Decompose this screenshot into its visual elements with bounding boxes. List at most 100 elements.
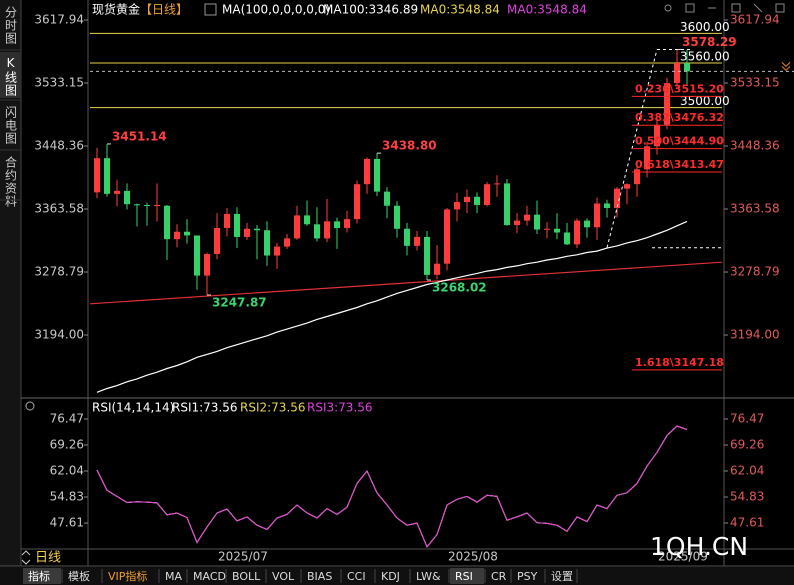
- candle-body: [94, 158, 100, 193]
- y-tick-label: 3278.79: [34, 265, 84, 279]
- fib-level-label: 0.382\3476.32: [635, 111, 724, 124]
- candle-body: [474, 196, 480, 205]
- candle-body: [204, 254, 210, 276]
- sidebar-tab[interactable]: 闪电图: [4, 106, 18, 145]
- candle-body: [394, 205, 400, 229]
- y-tick-label: 3617.94: [730, 12, 780, 26]
- ma-line: [96, 220, 688, 393]
- y-tick-label: 3363.58: [34, 202, 84, 216]
- tab[interactable]: LW&: [416, 570, 441, 583]
- point-label: 3268.02: [432, 281, 487, 295]
- tab[interactable]: BIAS: [307, 570, 332, 583]
- tab-bar: [0, 567, 794, 585]
- y-tick-label: 54.83: [730, 489, 764, 503]
- candle-body: [324, 221, 330, 239]
- tab[interactable]: VIP指标: [108, 569, 147, 583]
- trend-line: [89, 261, 723, 305]
- sidebar-tab[interactable]: K线图: [4, 56, 18, 97]
- candle-body: [114, 190, 120, 194]
- sidebar-tab[interactable]: 合约资料: [4, 155, 18, 208]
- sidebar-tab[interactable]: 分时图: [4, 6, 18, 45]
- candle-body: [524, 214, 530, 221]
- candle-body: [354, 184, 360, 220]
- candle-body: [504, 183, 510, 226]
- candle-body: [174, 231, 180, 240]
- y-tick-label: 76.47: [730, 411, 764, 425]
- candle-body: [554, 228, 560, 233]
- fib-level-label: 1.618\3147.18: [635, 356, 724, 369]
- candle-body: [244, 228, 250, 237]
- tab-active: [450, 568, 484, 584]
- candle-body: [404, 228, 410, 246]
- candle-body: [584, 220, 590, 228]
- candle-body: [494, 183, 500, 185]
- candle-body: [414, 236, 420, 246]
- tab[interactable]: CCI: [347, 570, 366, 583]
- tool-icon: [753, 3, 763, 13]
- candle-body: [424, 236, 430, 275]
- candle-body: [134, 204, 140, 206]
- candle-body: [484, 184, 490, 205]
- point-label: 3451.14: [112, 129, 167, 143]
- candle-body: [654, 124, 660, 147]
- indicator-label: MA(100,0,0,0,0,0): [222, 3, 330, 17]
- y-tick-label: 62.04: [50, 464, 84, 478]
- point-label: 3247.87: [212, 295, 267, 309]
- candle-body: [144, 204, 150, 206]
- tab[interactable]: 设置: [551, 570, 573, 583]
- y-tick-label: 3533.15: [730, 76, 780, 90]
- period-label[interactable]: 日线: [35, 551, 61, 566]
- legend-entry: RSI3:73.56: [307, 401, 373, 415]
- x-tick-label: 2025/08: [448, 550, 498, 564]
- candle-body: [224, 213, 230, 229]
- candle-body: [604, 203, 610, 208]
- rsi-line: [96, 425, 688, 548]
- tab[interactable]: 模板: [68, 569, 90, 583]
- legend-entry: MA0:3548.84: [507, 3, 587, 17]
- tab[interactable]: MACD: [193, 570, 226, 583]
- tab[interactable]: VOL: [272, 570, 295, 583]
- candle-body: [684, 63, 690, 72]
- tab[interactable]: RSI: [455, 570, 473, 583]
- y-tick-label: 47.61: [730, 516, 764, 530]
- tab-active: [23, 568, 61, 584]
- candle-body: [344, 219, 350, 229]
- candle-body: [464, 196, 470, 203]
- price-level-label: 3560.00: [680, 50, 730, 64]
- y-tick-label: 69.26: [730, 437, 764, 451]
- candle-body: [514, 220, 520, 226]
- tab[interactable]: BOLL: [232, 570, 261, 583]
- tab[interactable]: PSY: [517, 570, 538, 583]
- fib-level-label: 0.618\3413.47: [635, 158, 724, 171]
- candle-body: [544, 228, 550, 230]
- candle-body: [674, 63, 680, 84]
- candle-body: [574, 220, 580, 245]
- candle-body: [104, 158, 110, 194]
- tab[interactable]: CR: [491, 570, 507, 583]
- y-tick-label: 3194.00: [730, 328, 780, 342]
- candle-body: [334, 221, 340, 229]
- tab[interactable]: MA: [165, 570, 182, 583]
- candle-body: [284, 238, 290, 247]
- tab[interactable]: KDJ: [381, 570, 400, 583]
- fib-level-label: 0.236\3515.20: [635, 82, 724, 95]
- candle-body: [564, 232, 570, 245]
- legend-entry: MA0:3548.84: [420, 3, 500, 17]
- candle-body: [164, 205, 170, 240]
- tab[interactable]: 指标: [28, 569, 50, 583]
- indicator-title: RSI(14,14,14): [92, 401, 174, 415]
- y-tick-label: 3363.58: [730, 202, 780, 216]
- candle-body: [264, 230, 270, 256]
- candle-body: [274, 246, 280, 256]
- candle-body: [634, 169, 640, 185]
- candle-body: [614, 188, 620, 208]
- legend-entry: MA100:3346.89: [323, 3, 418, 17]
- tool-icon: [664, 4, 672, 12]
- candle-body: [314, 224, 320, 239]
- x-tick-label: 2025/07: [218, 550, 268, 564]
- candle-body: [214, 228, 220, 255]
- y-tick-label: 3617.94: [34, 12, 84, 26]
- y-tick-label: 3194.00: [34, 328, 84, 342]
